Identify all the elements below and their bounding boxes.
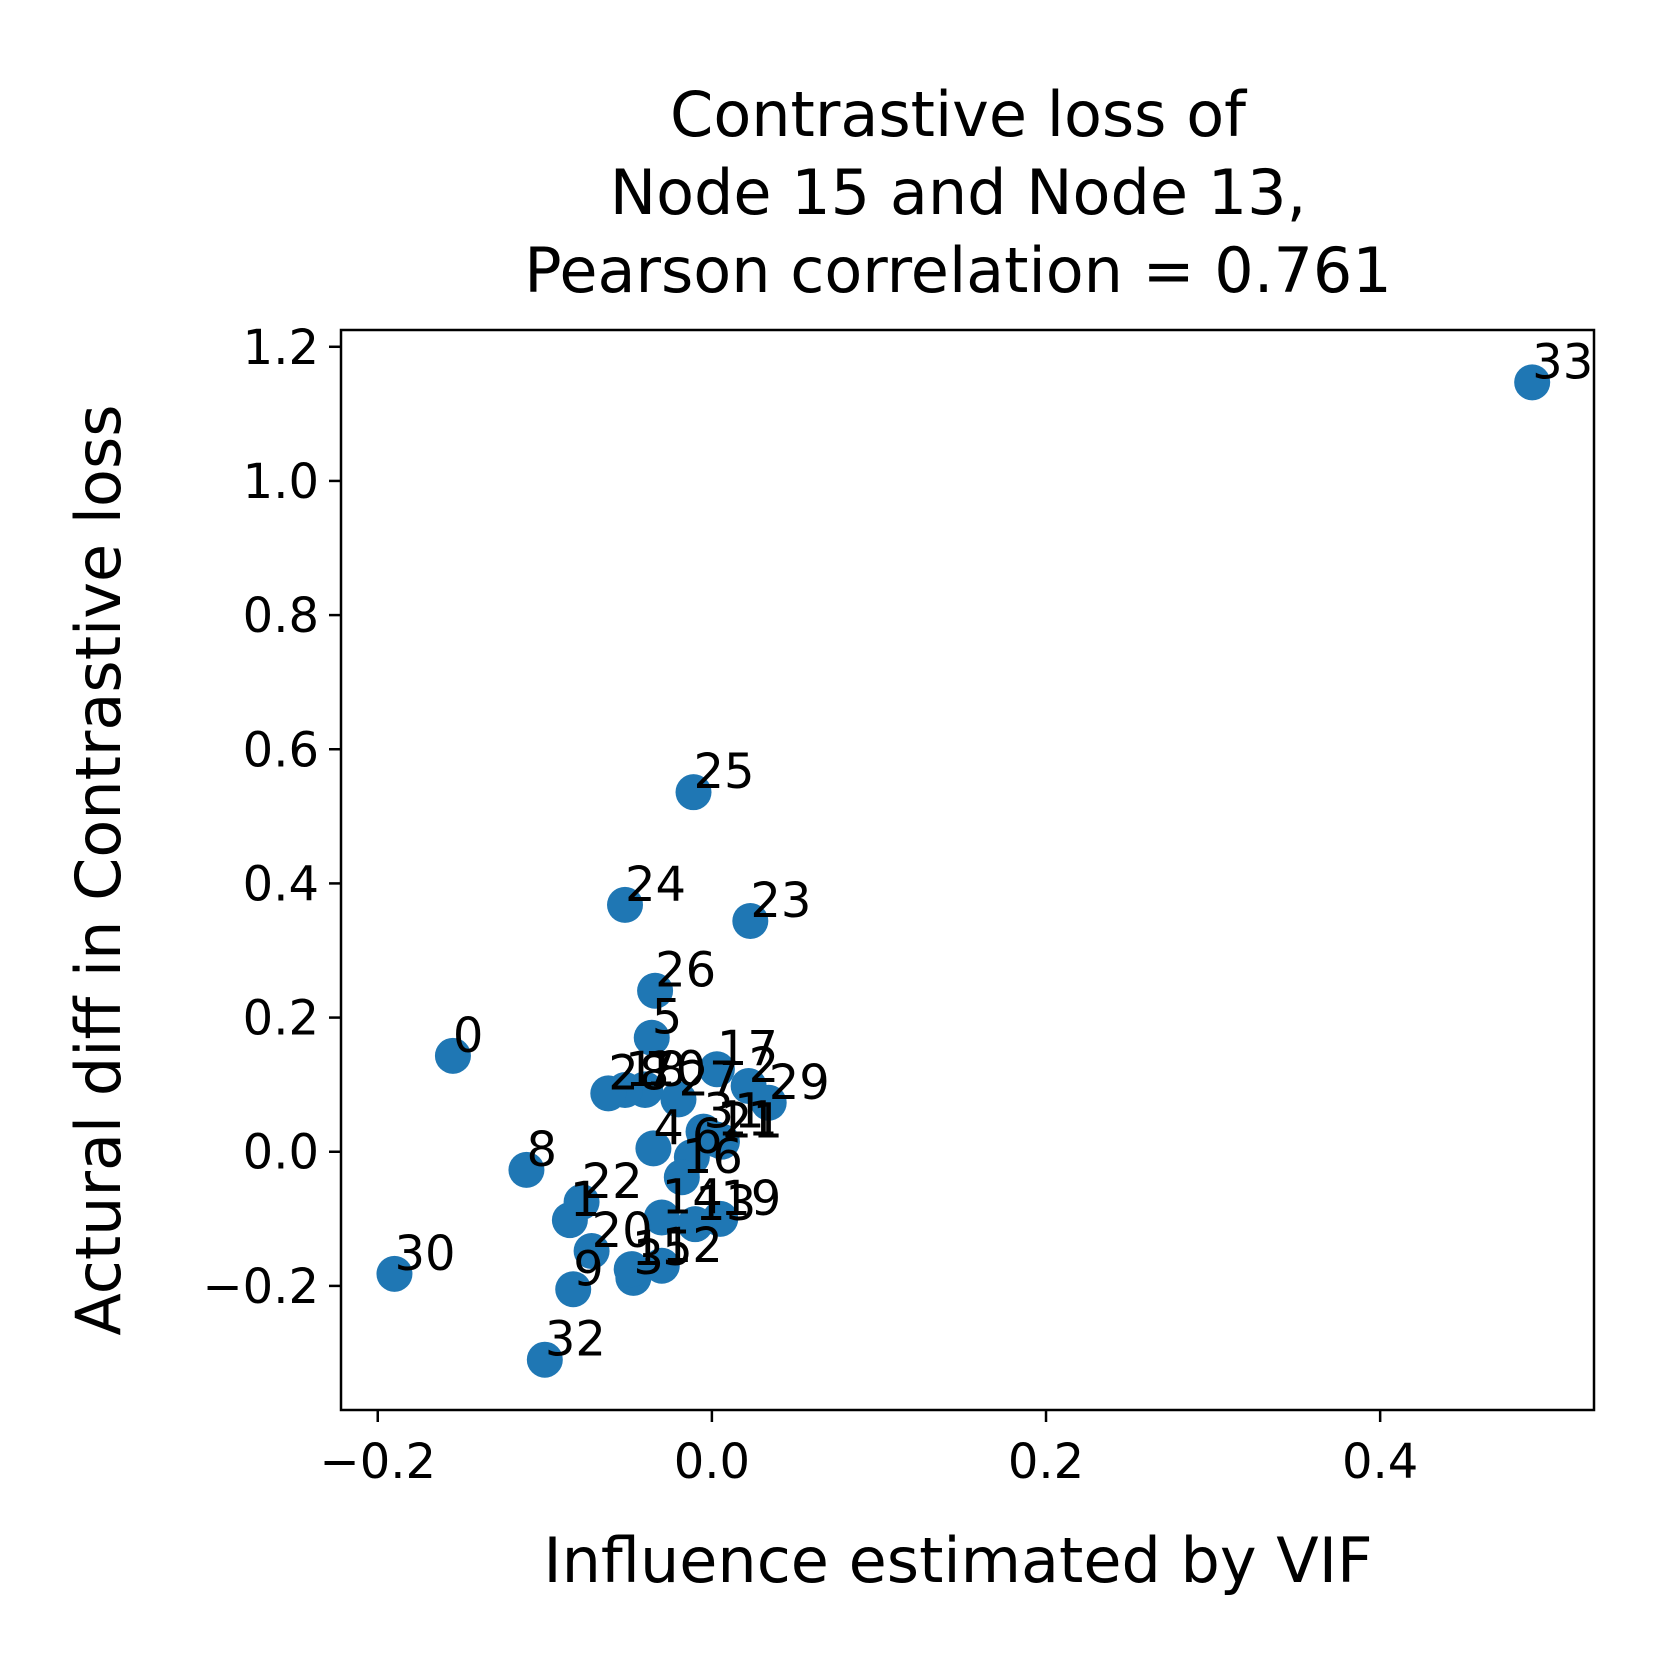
point-label-21: 21 [722,1094,783,1150]
data-point-5 [633,1019,670,1056]
x-tick-label: 0.2 [1008,1434,1084,1490]
chart-title-line-2: Node 15 and Node 13, [610,156,1307,229]
data-point-20 [573,1233,610,1270]
y-tick-label: 0.4 [243,856,319,912]
point-label-28: 28 [608,1045,669,1101]
point-label-26: 26 [655,943,716,999]
y-tick-label: 1.2 [243,320,319,376]
point-label-31: 31 [704,1084,765,1140]
point-label-11: 11 [717,1092,778,1148]
data-point-8 [508,1151,545,1188]
point-label-1: 1 [570,1172,601,1228]
point-label-6: 6 [692,1109,723,1165]
point-label-2: 2 [749,1038,780,1094]
x-tick-label: 0.4 [1342,1434,1418,1490]
point-label-20: 20 [592,1203,653,1259]
point-label-13: 13 [695,1176,756,1232]
y-axis-ticks: −0.2 0.0 0.2 0.4 0.6 0.8 1.0 1.2 [202,320,341,1315]
point-label-14: 14 [662,1169,723,1225]
point-label-7: 7 [645,1042,676,1098]
point-label-19: 19 [720,1171,781,1227]
data-point-23 [732,902,769,939]
point-label-29: 29 [769,1055,830,1111]
point-label-17: 17 [717,1021,778,1077]
y-tick-label: 0.2 [243,991,319,1047]
y-tick-label: 1.0 [243,454,319,510]
data-point-19 [702,1200,739,1237]
data-point-0 [434,1037,471,1074]
data-point-9 [555,1271,592,1308]
y-tick-label: 0.6 [243,722,319,778]
data-point-27 [660,1081,697,1118]
point-label-33: 33 [1532,334,1593,390]
point-label-8: 8 [526,1122,557,1178]
x-axis-ticks: −0.2 0.0 0.2 0.4 [319,1410,1418,1490]
plot-frame [339,328,1596,1412]
data-point-26 [637,972,674,1009]
data-point-29 [750,1084,787,1121]
y-axis-label: Actural diff in Contrastive loss [62,404,135,1335]
data-points [376,364,1551,1378]
point-label-27: 27 [678,1051,739,1107]
data-point-4 [635,1130,672,1167]
point-labels: 0123456789101112131415161718192021222324… [394,334,1593,1367]
point-label-22: 22 [582,1154,643,1210]
data-point-12 [643,1247,680,1284]
x-axis-label: Influence estimated by VIF [543,1524,1372,1597]
data-point-22 [563,1184,600,1221]
y-tick-label: 0.0 [243,1125,319,1181]
point-label-30: 30 [394,1226,455,1282]
point-label-18: 18 [625,1042,686,1098]
data-point-14 [643,1199,680,1236]
point-label-16: 16 [682,1129,743,1185]
point-label-4: 4 [653,1100,684,1156]
data-point-30 [376,1255,413,1292]
point-label-24: 24 [625,857,686,913]
data-point-24 [607,886,644,923]
point-label-3: 3 [633,1230,664,1286]
point-label-23: 23 [750,873,811,929]
point-label-12: 12 [662,1218,723,1274]
point-label-0: 0 [453,1008,484,1064]
data-point-28 [590,1075,627,1112]
point-label-25: 25 [694,744,755,800]
data-point-17 [698,1051,735,1088]
point-label-15: 15 [632,1221,693,1277]
y-tick-label: −0.2 [202,1259,319,1315]
y-tick-label: 0.8 [243,588,319,644]
point-label-32: 32 [545,1312,606,1368]
data-point-31 [685,1113,722,1150]
point-label-10: 10 [645,1041,706,1097]
x-tick-label: −0.2 [319,1434,436,1490]
plot-background [341,330,1594,1410]
chart-title-line-3: Pearson correlation = 0.761 [524,234,1392,307]
chart-title-line-1: Contrastive loss of [670,78,1248,151]
data-point-16 [663,1159,700,1196]
data-point-32 [526,1341,563,1378]
chart-title: Contrastive loss of Node 15 and Node 13,… [524,78,1392,307]
point-label-5: 5 [652,990,683,1046]
data-point-33 [1514,364,1551,401]
data-point-25 [675,774,712,811]
plot-area [341,330,1594,1410]
data-point-15 [613,1251,650,1288]
x-tick-label: 0.0 [674,1434,750,1490]
point-label-9: 9 [573,1241,604,1297]
